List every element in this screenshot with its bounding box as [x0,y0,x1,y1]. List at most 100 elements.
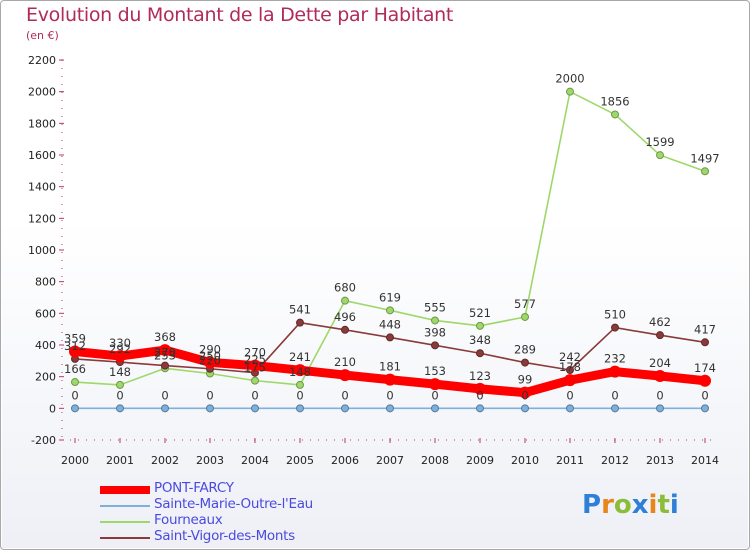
data-point-fourneaux [341,296,349,305]
data-point-sainte-marie-outre-l-eau [566,404,574,413]
data-label-saint-vigor-des-monts: 270 [154,346,176,360]
data-point-sainte-marie-outre-l-eau [656,404,664,413]
x-tick-label: 2006 [331,454,359,467]
data-point-sainte-marie-outre-l-eau [521,404,529,413]
data-label-fourneaux: 148 [109,365,131,379]
data-labels: 166 148 253 220 175 148 680 619 555 521 577 2000 185… [64,72,720,403]
data-label-fourneaux: 1856 [600,94,629,108]
data-label-saint-vigor-des-monts: 250 [199,349,221,363]
data-point-pont-farcy [654,370,666,383]
x-tick-label: 2005 [286,454,314,467]
data-label-sainte-marie-outre-l-eau: 0 [656,388,663,402]
data-label-sainte-marie-outre-l-eau: 0 [476,388,483,402]
data-label-sainte-marie-outre-l-eau: 0 [116,388,123,402]
y-tick-label: 1600 [28,149,56,162]
data-label-saint-vigor-des-monts: 225 [244,353,266,367]
data-label-pont-farcy: 232 [604,352,626,366]
data-label-sainte-marie-outre-l-eau: 0 [611,388,618,402]
data-point-saint-vigor-des-monts [521,358,529,367]
y-tick-label: 1400 [28,181,56,194]
data-point-fourneaux [386,306,394,315]
data-label-saint-vigor-des-monts: 496 [334,310,356,324]
data-point-saint-vigor-des-monts [701,338,709,347]
legend-swatch [100,537,150,539]
data-point-pont-farcy [204,356,216,369]
data-label-saint-vigor-des-monts: 292 [109,342,131,356]
data-point-saint-vigor-des-monts [341,325,349,334]
data-point-sainte-marie-outre-l-eau [611,404,619,413]
data-label-fourneaux: 1599 [645,135,674,149]
y-tick-label: 2200 [28,54,56,67]
data-point-pont-farcy [429,378,441,391]
chart-subtitle: (en €) [26,29,59,42]
data-label-pont-farcy: 210 [334,355,356,369]
data-label-fourneaux: 555 [424,300,446,314]
data-point-pont-farcy [384,373,396,386]
data-label-pont-farcy: 174 [694,361,716,375]
data-point-sainte-marie-outre-l-eau [476,404,484,413]
data-point-sainte-marie-outre-l-eau [161,404,169,413]
data-point-pont-farcy [699,374,711,387]
data-point-saint-vigor-des-monts [386,333,394,342]
x-tick-label: 2009 [466,454,494,467]
x-tick-label: 2014 [691,454,719,467]
data-label-pont-farcy: 153 [424,364,446,378]
x-tick-label: 2010 [511,454,539,467]
y-tick-label: 1800 [28,117,56,130]
data-point-fourneaux [611,110,619,119]
x-tick-label: 2004 [241,454,269,467]
x-tick-label: 2002 [151,454,179,467]
data-label-pont-farcy: 241 [289,350,311,364]
data-label-fourneaux: 577 [514,297,536,311]
x-tick-label: 2011 [556,454,584,467]
data-point-sainte-marie-outre-l-eau [431,404,439,413]
data-point-pont-farcy [339,369,351,382]
data-label-sainte-marie-outre-l-eau: 0 [566,388,573,402]
data-label-sainte-marie-outre-l-eau: 0 [296,388,303,402]
data-point-pont-farcy [564,374,576,387]
data-label-fourneaux: 253 [154,348,176,362]
x-tick-label: 2012 [601,454,629,467]
data-point-fourneaux [701,167,709,176]
y-tick-label: 600 [35,307,56,320]
data-point-sainte-marie-outre-l-eau [251,404,259,413]
data-label-pont-farcy: 99 [518,373,533,387]
data-point-sainte-marie-outre-l-eau [71,404,79,413]
data-label-pont-farcy: 181 [379,360,401,374]
legend-swatch [100,505,150,507]
data-point-pont-farcy [69,345,81,358]
y-tick-label: 1000 [28,244,56,257]
data-label-fourneaux: 148 [289,365,311,379]
legend-label: Sainte-Marie-Outre-l'Eau [154,496,313,512]
data-label-pont-farcy: 270 [244,346,266,360]
x-tick-label: 2001 [106,454,134,467]
data-point-saint-vigor-des-monts [611,323,619,332]
data-label-fourneaux: 166 [64,362,86,376]
series-lines [69,87,711,413]
data-label-sainte-marie-outre-l-eau: 0 [341,388,348,402]
data-label-fourneaux: 1497 [690,151,719,165]
data-label-sainte-marie-outre-l-eau: 0 [386,388,393,402]
data-point-fourneaux [431,316,439,325]
data-label-pont-farcy: 359 [64,331,86,345]
data-point-pont-farcy [609,365,621,378]
data-label-fourneaux: 619 [379,290,401,304]
data-label-fourneaux: 521 [469,306,491,320]
data-label-sainte-marie-outre-l-eau: 0 [161,388,168,402]
data-point-saint-vigor-des-monts [656,331,664,340]
legend-swatch [100,521,150,523]
data-point-saint-vigor-des-monts [161,361,169,370]
data-label-saint-vigor-des-monts: 448 [379,317,401,331]
data-label-fourneaux: 2000 [555,72,584,86]
x-tick-label: 2013 [646,454,674,467]
legend-label: PONT-FARCY [154,480,234,496]
data-point-sainte-marie-outre-l-eau [116,404,124,413]
data-label-sainte-marie-outre-l-eau: 0 [251,388,258,402]
data-point-saint-vigor-des-monts [431,341,439,350]
data-label-sainte-marie-outre-l-eau: 0 [431,388,438,402]
x-tick-label: 2008 [421,454,449,467]
data-label-saint-vigor-des-monts: 398 [424,325,446,339]
data-label-pont-farcy: 290 [199,342,221,356]
